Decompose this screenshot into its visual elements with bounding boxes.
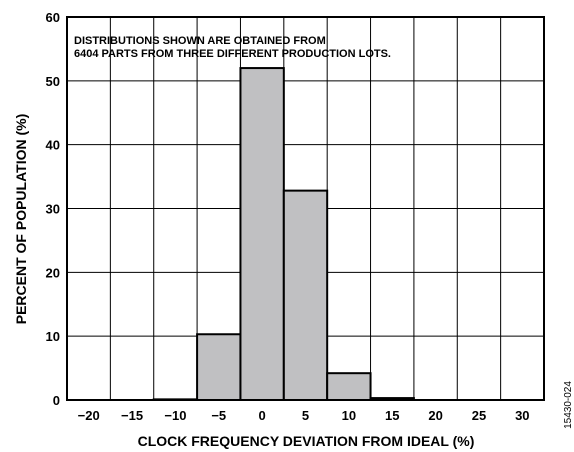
x-tick-label: 20 [428,408,442,423]
y-axis-label: PERCENT OF POPULATION (%) [13,114,29,325]
y-tick-label: 10 [46,329,60,344]
x-tick-label: −15 [121,408,143,423]
x-tick-label: −20 [78,408,100,423]
x-tick-label: 10 [342,408,356,423]
bars-group [152,67,415,402]
y-tick-label: 60 [46,10,60,25]
y-tick-label: 50 [46,74,60,89]
x-axis-label: CLOCK FREQUENCY DEVIATION FROM IDEAL (%) [138,433,475,449]
annotation-line-1: DISTRIBUTIONS SHOWN ARE OBTAINED FROM [74,35,326,47]
figure-code: 15430-024 [563,381,574,429]
bar-5 [282,189,329,401]
bar-0 [239,67,285,401]
bar-10 [326,372,372,402]
x-tick-label: −10 [164,408,186,423]
x-tick-label: 30 [515,408,529,423]
y-tick-label: 0 [53,393,60,408]
x-tick-label: −5 [211,408,226,423]
x-tick-label: 15 [385,408,399,423]
y-tick-label: 40 [46,138,60,153]
x-tick-label: 25 [472,408,486,423]
x-tick-label: 0 [259,408,266,423]
x-tick-label: 5 [302,408,309,423]
x-axis-ticks: −20 −15 −10 −5 0 5 10 15 20 25 30 [78,408,530,423]
plot-frame [66,16,545,401]
bar--5 [196,333,242,402]
y-tick-label: 20 [46,265,60,280]
y-tick-label: 30 [46,202,60,217]
annotation-line-2: 6404 PARTS FROM THREE DIFFERENT PRODUCTI… [74,48,391,60]
y-axis-ticks: 0 10 20 30 40 50 60 [46,10,60,408]
